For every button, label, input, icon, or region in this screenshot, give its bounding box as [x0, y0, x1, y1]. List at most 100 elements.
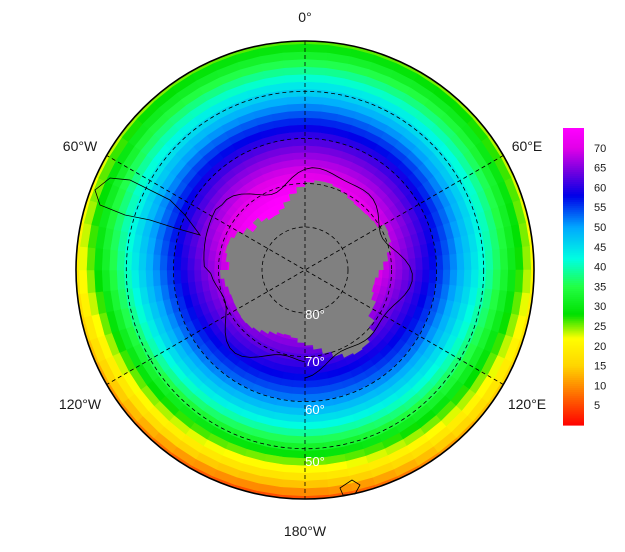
- field-cell: [130, 251, 140, 271]
- field-cell: [421, 256, 431, 271]
- field-cell: [329, 498, 356, 499]
- field-cell: [281, 51, 306, 61]
- field-cell: [353, 492, 381, 499]
- field-cell: [186, 257, 195, 271]
- lat-label-80: 80°: [305, 307, 325, 322]
- field-cell: [305, 503, 330, 512]
- field-cell: [293, 366, 306, 375]
- field-cell: [254, 498, 281, 499]
- field-cell: [152, 269, 161, 287]
- field-cell: [290, 138, 306, 147]
- field-cell: [492, 269, 502, 291]
- field-cell: [286, 435, 306, 445]
- field-cell: [470, 251, 480, 271]
- field-cell: [186, 269, 195, 283]
- field-cell: [304, 51, 329, 61]
- field-cell: [254, 41, 281, 42]
- field-cell: [287, 110, 306, 119]
- field-cell: [130, 269, 140, 289]
- field-cell: [470, 269, 480, 289]
- colorbar-tick-label: 60: [594, 182, 606, 194]
- field-cell: [492, 249, 502, 271]
- field-cell: [401, 269, 410, 282]
- field-cell: [533, 219, 534, 246]
- field-cell: [280, 503, 305, 512]
- field-cell: [286, 95, 306, 105]
- lat-label-70: 70°: [305, 354, 325, 369]
- field-cell: [288, 414, 306, 423]
- lon-label-120w: 120°W: [59, 396, 102, 412]
- lon-label-0: 0°: [298, 9, 311, 25]
- field-cell: [159, 269, 168, 286]
- field-cell: [193, 269, 202, 282]
- field-cell: [284, 449, 306, 459]
- field-cell: [213, 269, 222, 280]
- field-cell: [290, 131, 306, 140]
- field-cell: [533, 294, 534, 321]
- field-cell: [101, 248, 111, 271]
- field-cell: [200, 269, 209, 282]
- field-cell: [463, 269, 473, 288]
- field-cell: [290, 393, 306, 402]
- field-cell: [304, 158, 317, 167]
- field-cell: [415, 269, 424, 283]
- field-cell: [304, 442, 325, 452]
- field-cell: [304, 428, 323, 438]
- field-cell: [179, 256, 189, 271]
- field-cell: [304, 110, 323, 119]
- colorbar-tick-label: 65: [594, 163, 606, 175]
- colorbar-tick-label: 25: [594, 321, 606, 333]
- field-cell: [280, 487, 306, 497]
- field-cell: [388, 269, 397, 280]
- field-cell: [435, 255, 444, 271]
- colorbar-tick-label: 70: [594, 143, 606, 155]
- field-cell: [290, 400, 306, 409]
- field-cell: [229, 492, 257, 499]
- field-cell: [304, 421, 323, 430]
- field-cell: [304, 171, 316, 180]
- colorbar: 5 10 15 20 25 30 35 40 45 50 55 60 65 70: [563, 128, 606, 426]
- field-cell: [421, 269, 431, 284]
- field-cell: [295, 178, 306, 187]
- field-cell: [283, 464, 306, 474]
- field-cell: [514, 246, 524, 271]
- field-cell: [382, 269, 390, 280]
- field-cell: [304, 144, 319, 154]
- field-cell: [477, 250, 487, 271]
- field-cell: [206, 259, 215, 271]
- field-cell: [152, 253, 161, 271]
- lon-label-120e: 120°E: [508, 396, 546, 412]
- colorbar-tick-label: 45: [594, 242, 606, 254]
- field-cell: [522, 245, 532, 271]
- field-cell: [304, 487, 330, 497]
- field-cell: [304, 435, 324, 445]
- colorbar-tick-label: 30: [594, 301, 606, 313]
- field-cell: [499, 269, 509, 292]
- field-cell: [213, 260, 222, 271]
- colorbar-tick-label: 15: [594, 361, 606, 373]
- field-cell: [76, 194, 83, 222]
- field-cell: [477, 269, 487, 290]
- lat-label-50: 50°: [305, 454, 325, 469]
- field-cell: [288, 117, 306, 126]
- field-cell: [484, 269, 494, 291]
- field-cell: [428, 269, 437, 285]
- field-cell: [289, 124, 306, 133]
- field-cell: [353, 41, 381, 48]
- field-cell: [284, 73, 306, 83]
- lat-label-60: 60°: [305, 402, 325, 417]
- field-cell: [76, 219, 77, 246]
- field-cell: [304, 102, 323, 112]
- field-cell: [166, 269, 175, 285]
- field-cell: [145, 252, 154, 271]
- field-cell: [395, 259, 404, 271]
- field-cell: [415, 257, 424, 271]
- field-cell: [304, 386, 319, 396]
- field-cell: [408, 258, 417, 271]
- field-cell: [538, 270, 547, 295]
- field-cell: [173, 269, 182, 285]
- field-cell: [166, 255, 175, 271]
- field-cell: [287, 428, 306, 438]
- field-cell: [395, 269, 404, 281]
